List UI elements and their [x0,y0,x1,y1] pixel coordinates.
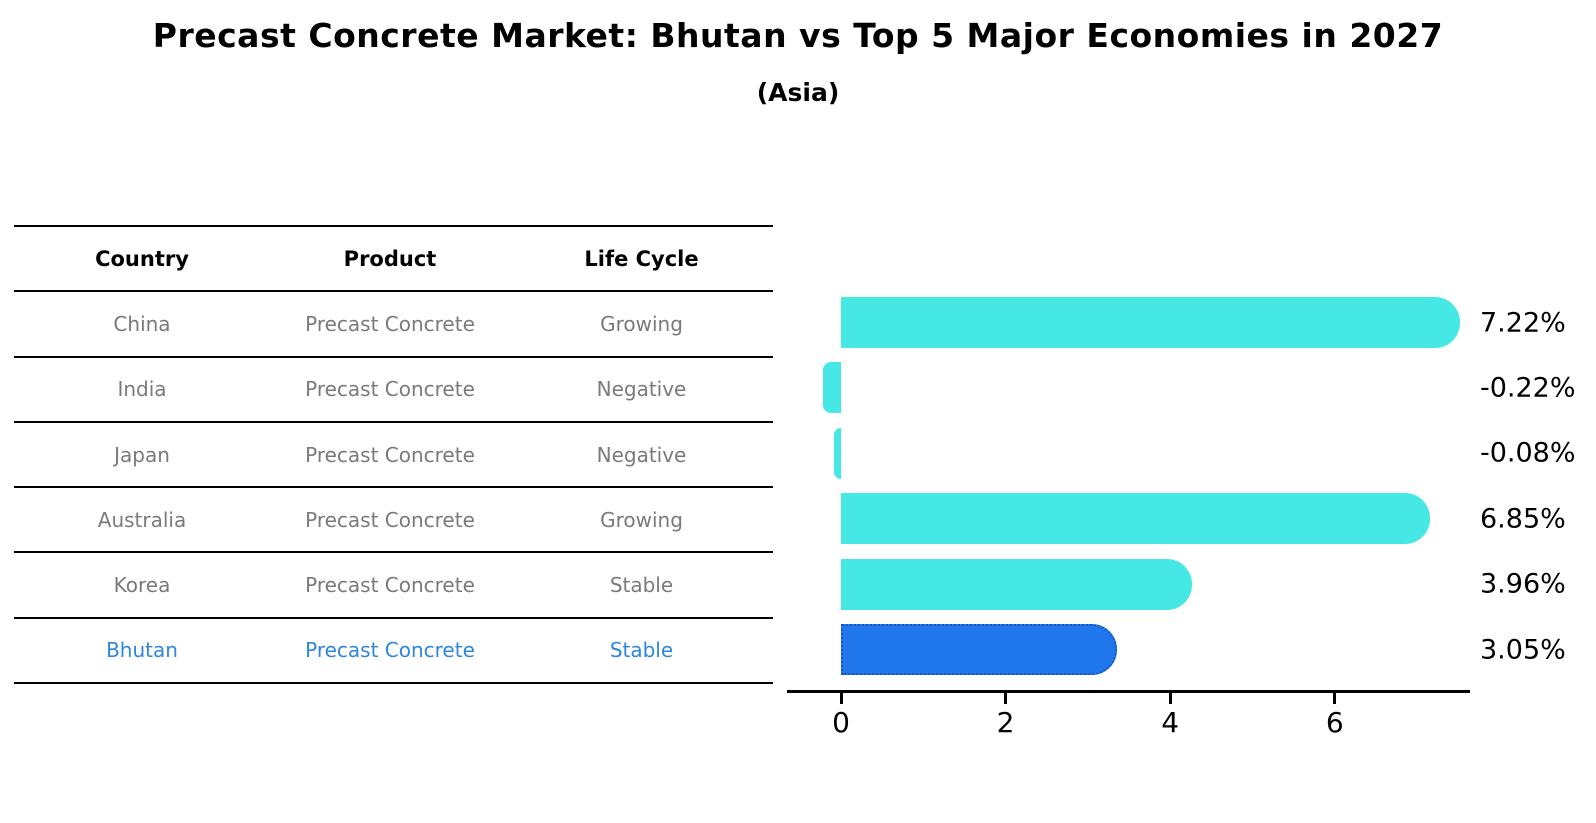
table-row-china: China Precast Concrete Growing [14,292,773,358]
comparison-table: Country Product Life Cycle China Precast… [14,225,773,685]
bar-value-label: -0.08% [1480,437,1576,469]
table-cell-life-cycle: Negative [596,442,687,467]
x-axis-tick-mark [1333,693,1337,704]
chart-title: Precast Concrete Market: Bhutan vs Top 5… [152,16,1444,55]
table-cell-product: Precast Concrete [305,573,475,598]
bar-value-label: -0.22% [1480,372,1576,404]
x-axis-tick-mark [839,693,843,704]
chart-subtitle: (Asia) [756,78,840,107]
table-cell-life-cycle: Stable [609,573,674,598]
bar-australia [841,493,1430,545]
table-row-bhutan: Bhutan Precast Concrete Stable [14,619,773,685]
table-row-india: India Precast Concrete Negative [14,358,773,423]
x-axis-tick-mark [1004,693,1008,704]
table-cell-product: Precast Concrete [305,638,475,663]
table-cell-country: China [113,311,171,336]
table-cell-country: Japan [114,442,170,467]
bar-value-label: 3.05% [1480,634,1566,665]
table-cell-life-cycle: Stable [609,638,674,663]
table-cell-product: Precast Concrete [305,442,475,467]
bar-korea [841,558,1192,610]
table-cell-country: Bhutan [106,638,178,663]
x-axis-tick-label: 6 [1325,706,1344,739]
table-row-australia: Australia Precast Concrete Growing [14,488,773,554]
table-cell-product: Precast Concrete [305,311,475,336]
table-header-life-cycle: Life Cycle [584,246,699,271]
table-row-korea: Korea Precast Concrete Stable [14,553,773,619]
bar-bhutan [841,624,1117,675]
bar-value-label: 3.96% [1480,568,1566,600]
x-axis-tick-label: 2 [996,706,1015,739]
table-header-product: Product [343,246,437,271]
x-axis-tick-label: 0 [832,706,850,739]
x-axis-line [787,690,1470,693]
x-axis-tick-label: 4 [1161,706,1180,739]
table-cell-product: Precast Concrete [305,507,475,532]
bar-value-label: 7.22% [1480,307,1566,338]
table-cell-product: Precast Concrete [305,377,475,402]
table-row-japan: Japan Precast Concrete Negative [14,423,773,489]
x-axis-tick-mark [1168,693,1172,704]
table-cell-life-cycle: Negative [596,377,687,402]
table-cell-country: India [117,377,167,402]
table-cell-life-cycle: Growing [600,311,683,336]
table-header-row: Country Product Life Cycle [14,227,773,293]
table-header-country: Country [95,246,189,271]
table-cell-country: Korea [113,573,171,598]
table-cell-country: Australia [97,507,187,532]
bar-value-label: 6.85% [1480,503,1566,535]
bar-japan [834,427,841,479]
bar-india [822,362,841,414]
bar-china [841,297,1461,348]
table-cell-life-cycle: Growing [600,507,683,532]
